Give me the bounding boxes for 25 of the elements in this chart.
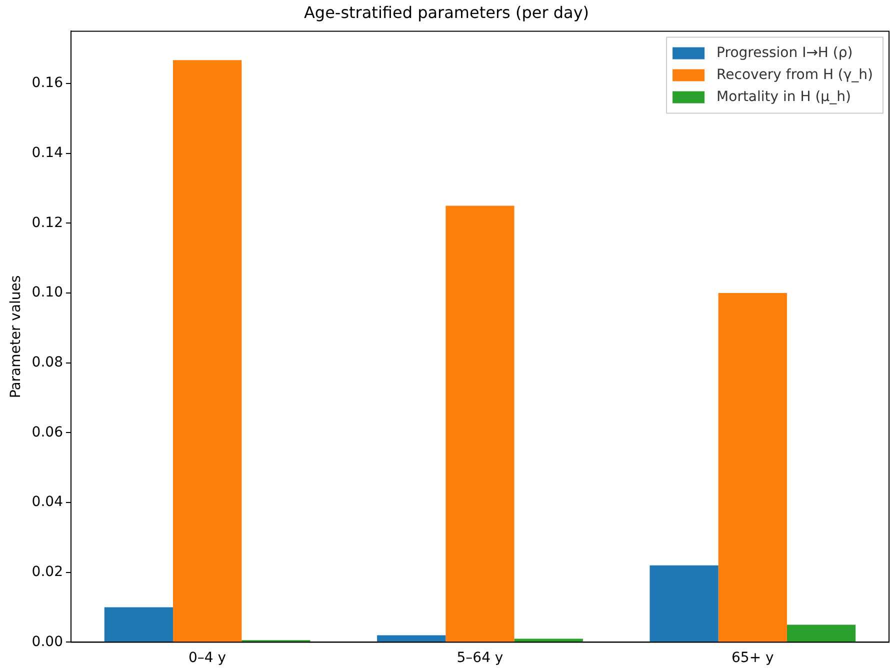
legend-label: Progression I→H (ρ) bbox=[716, 44, 853, 61]
chart-title: Age-stratified parameters (per day) bbox=[304, 2, 590, 22]
y-tick-label: 0.12 bbox=[32, 214, 63, 231]
y-tick-label: 0.02 bbox=[32, 564, 63, 580]
y-tick-label: 0.10 bbox=[32, 284, 63, 301]
y-tick-label: 0.08 bbox=[32, 354, 63, 371]
bar bbox=[514, 638, 583, 642]
bar bbox=[377, 635, 446, 642]
y-tick-label: 0.16 bbox=[32, 75, 64, 92]
bar bbox=[104, 607, 173, 642]
bar bbox=[718, 293, 787, 642]
x-tick-label: 5–64 y bbox=[456, 650, 504, 666]
y-axis-title: Parameter values bbox=[8, 275, 24, 398]
bar bbox=[650, 565, 718, 642]
x-tick-label: 0–4 y bbox=[188, 650, 226, 666]
legend-label: Recovery from H (γ_h) bbox=[716, 66, 874, 83]
bar bbox=[173, 60, 242, 642]
y-tick-label: 0.14 bbox=[32, 145, 64, 162]
bar bbox=[446, 206, 514, 642]
bar bbox=[786, 624, 856, 642]
legend-label: Mortality in H (μ_h) bbox=[716, 88, 851, 105]
y-tick-label: 0.00 bbox=[32, 634, 63, 650]
y-tick-label: 0.04 bbox=[32, 494, 64, 510]
y-tick-label: 0.06 bbox=[32, 424, 64, 440]
x-tick-label: 65+ y bbox=[732, 650, 774, 666]
